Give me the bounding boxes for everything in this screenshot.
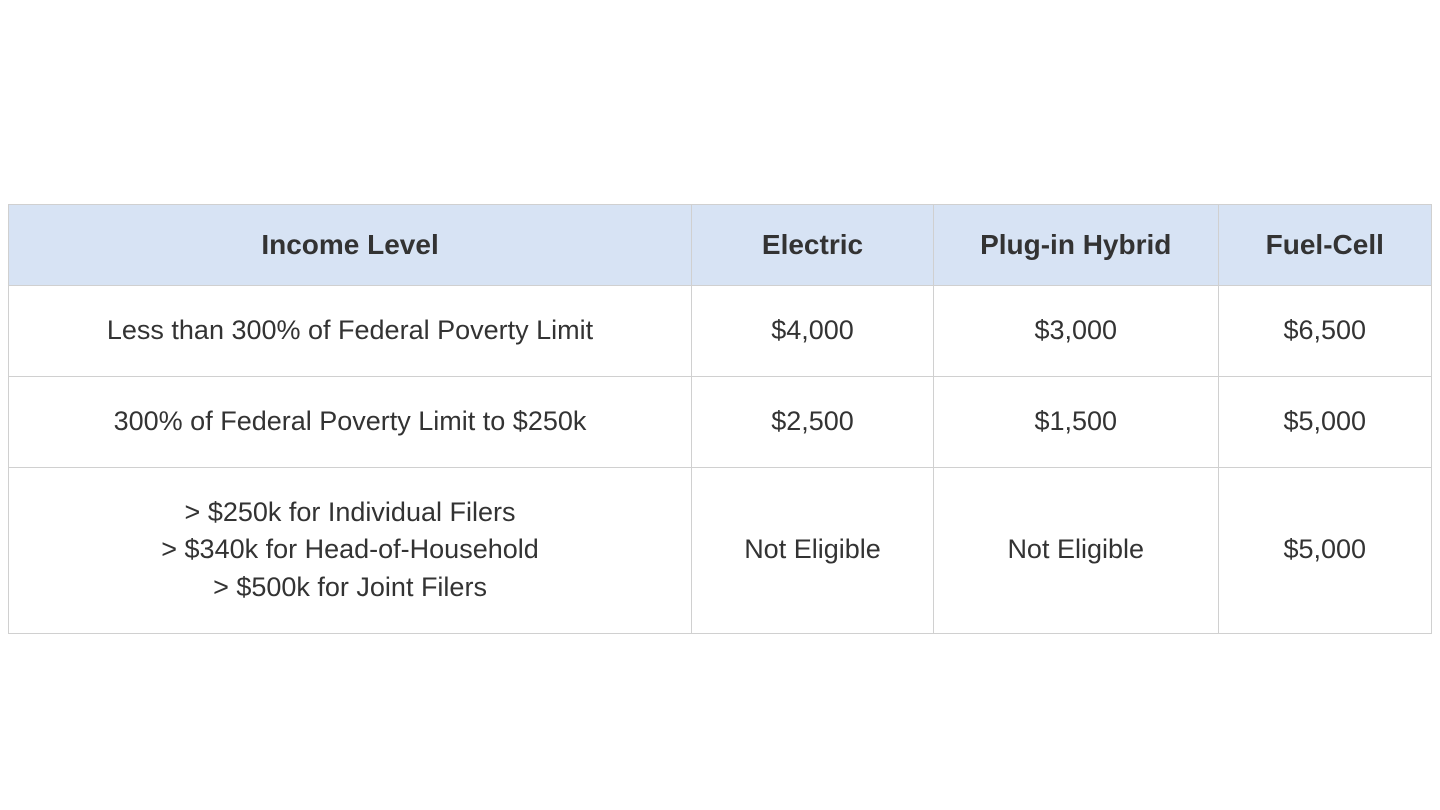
cell-plugin: $1,500 [933,376,1218,467]
table-row: 300% of Federal Poverty Limit to $250k $… [9,376,1432,467]
table-row: > $250k for Individual Filers > $340k fo… [9,467,1432,633]
table-header-row: Income Level Electric Plug-in Hybrid Fue… [9,205,1432,286]
cell-electric: $2,500 [692,376,934,467]
header-plugin-hybrid: Plug-in Hybrid [933,205,1218,286]
header-income-level: Income Level [9,205,692,286]
cell-income: Less than 300% of Federal Poverty Limit [9,286,692,377]
cell-income: > $250k for Individual Filers > $340k fo… [9,467,692,633]
cell-fuelcell: $6,500 [1218,286,1431,377]
cell-electric: Not Eligible [692,467,934,633]
rebate-table: Income Level Electric Plug-in Hybrid Fue… [8,204,1432,634]
cell-electric: $4,000 [692,286,934,377]
cell-income: 300% of Federal Poverty Limit to $250k [9,376,692,467]
cell-plugin: $3,000 [933,286,1218,377]
table-row: Less than 300% of Federal Poverty Limit … [9,286,1432,377]
header-electric: Electric [692,205,934,286]
header-fuel-cell: Fuel-Cell [1218,205,1431,286]
cell-plugin: Not Eligible [933,467,1218,633]
cell-fuelcell: $5,000 [1218,467,1431,633]
cell-fuelcell: $5,000 [1218,376,1431,467]
rebate-table-container: Income Level Electric Plug-in Hybrid Fue… [8,204,1432,634]
